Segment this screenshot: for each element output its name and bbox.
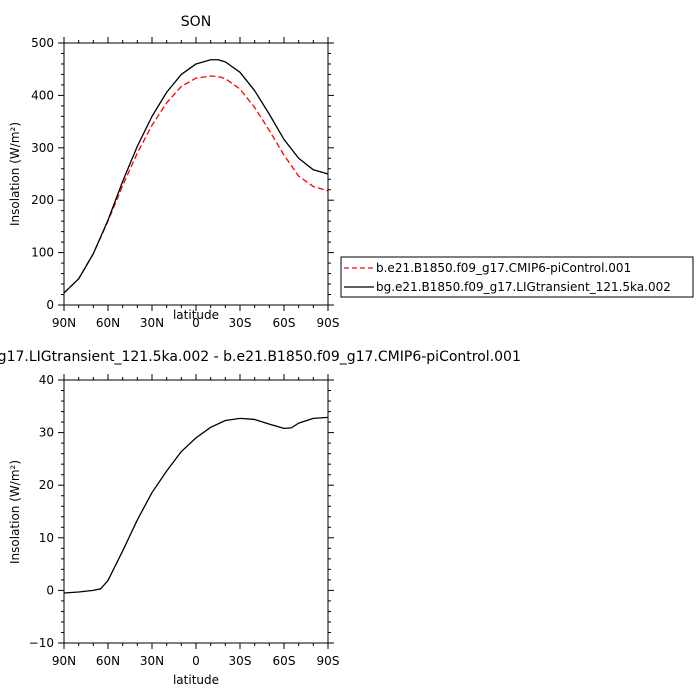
- bottom-ytick-label: −10: [29, 636, 54, 650]
- top-series-line-1: [63, 59, 329, 294]
- bottom-xtick-label: 90S: [317, 654, 340, 668]
- legend-label-transient: bg.e21.B1850.f09_g17.LIGtransient_121.5k…: [376, 280, 671, 294]
- bottom-chart-ylabel: Insolation (W/m²): [8, 460, 22, 564]
- bottom-xtick-label: 0: [192, 654, 200, 668]
- top-ytick-label: 500: [31, 36, 54, 50]
- legend: b.e21.B1850.f09_g17.CMIP6-piControl.001 …: [340, 256, 694, 298]
- top-xtick-label: 30S: [229, 316, 252, 330]
- bottom-ytick-label: 30: [39, 426, 54, 440]
- bottom-ytick-label: 0: [46, 583, 54, 597]
- top-xtick-label: 60N: [96, 316, 120, 330]
- top-chart-xlabel: latitude: [173, 308, 219, 322]
- top-chart-panel: SON Insolation (W/m²) latitude 0 100 200 30…: [8, 14, 339, 330]
- top-series-line-0: [63, 75, 329, 294]
- bottom-chart-xlabel: latitude: [173, 673, 219, 687]
- top-xtick-label: 60S: [273, 316, 296, 330]
- bottom-ytick-label: 40: [39, 373, 54, 387]
- bottom-xtick-label: 60N: [96, 654, 120, 668]
- top-ytick-label: 0: [46, 298, 54, 312]
- top-ytick-label: 300: [31, 141, 54, 155]
- bottom-xtick-label: 90N: [52, 654, 76, 668]
- bottom-ytick-label: 10: [39, 531, 54, 545]
- top-xtick-label: 90S: [317, 316, 340, 330]
- bottom-chart-title: bg.e21.B1850.f09_g17.LIGtransient_121.5k…: [0, 349, 521, 365]
- bottom-ytick-label: 20: [39, 478, 54, 492]
- top-xtick-label: 30N: [140, 316, 164, 330]
- top-xtick-label: 0: [192, 316, 200, 330]
- bottom-xtick-label: 60S: [273, 654, 296, 668]
- top-ytick-label: 400: [31, 88, 54, 102]
- bottom-plot-frame: [63, 379, 329, 644]
- top-plot-frame: [63, 42, 329, 306]
- top-ytick-label: 100: [31, 246, 54, 260]
- bottom-xtick-label: 30N: [140, 654, 164, 668]
- top-chart-title: SON: [181, 14, 211, 30]
- top-ytick-label: 200: [31, 193, 54, 207]
- bottom-series-line-0: [63, 416, 329, 594]
- top-chart-ylabel: Insolation (W/m²): [8, 122, 22, 226]
- bottom-xtick-label: 30S: [229, 654, 252, 668]
- top-xtick-label: 90N: [52, 316, 76, 330]
- legend-box: [340, 256, 694, 298]
- legend-label-control: b.e21.B1850.f09_g17.CMIP6-piControl.001: [376, 261, 631, 275]
- bottom-chart-panel: bg.e21.B1850.f09_g17.LIGtransient_121.5k…: [0, 349, 521, 687]
